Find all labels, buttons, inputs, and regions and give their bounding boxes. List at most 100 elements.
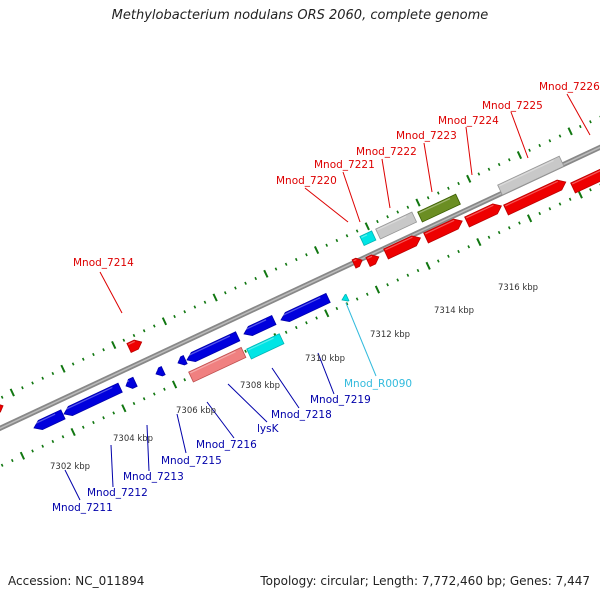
minor-tick (528, 148, 531, 152)
minor-tick (254, 276, 258, 281)
leader-line (146, 424, 150, 472)
gene-label-lysk[interactable]: lysK (257, 423, 280, 435)
gene-mnod-7220[interactable] (351, 256, 364, 269)
gene-label-mnod-7216[interactable]: Mnod_7216 (196, 439, 257, 451)
gene-label-mnod-7225[interactable]: Mnod_7225 (482, 100, 543, 112)
minor-tick (244, 281, 247, 285)
gene-mnod-7214[interactable] (126, 338, 144, 354)
gene-mnod-7218[interactable] (242, 314, 277, 338)
gene-label-mnod-7219[interactable]: Mnod_7219 (310, 394, 371, 406)
gene-mnod-7221[interactable] (365, 252, 381, 268)
gene-mnod-7219[interactable] (279, 292, 331, 324)
major-tick (60, 364, 66, 373)
minor-tick (152, 392, 156, 396)
gene-mnod-7222[interactable] (383, 233, 423, 260)
gene-label-mnod-7223[interactable]: Mnod_7223 (396, 130, 457, 142)
major-tick (111, 340, 117, 350)
gene-mnod-7213[interactable] (124, 376, 138, 390)
kbp-label: 7314 kbp (434, 306, 474, 316)
leader-line (99, 271, 123, 314)
gene-label-mnod-r0090[interactable]: Mnod_R0090 (344, 378, 412, 390)
minor-tick (132, 333, 136, 338)
gene-mnod-7216[interactable] (185, 331, 241, 365)
minor-tick (558, 134, 562, 138)
minor-tick (244, 349, 247, 353)
major-tick (70, 427, 76, 437)
gene-mnod-7226[interactable] (570, 166, 600, 194)
gene-left-red[interactable] (0, 402, 5, 415)
minor-tick (538, 211, 542, 216)
gene-label-mnod-7218[interactable]: Mnod_7218 (271, 409, 332, 421)
gene-cyan-upper[interactable] (359, 230, 377, 247)
minor-tick (416, 268, 420, 273)
minor-tick (426, 196, 430, 200)
major-tick (516, 150, 523, 160)
major-tick (9, 388, 15, 397)
minor-tick (41, 376, 45, 380)
gene-label-mnod-7222[interactable]: Mnod_7222 (356, 146, 417, 158)
gene-label-mnod-7211[interactable]: Mnod_7211 (52, 502, 113, 514)
gene-lysk[interactable] (188, 346, 247, 383)
gene-lysk-small[interactable] (176, 355, 188, 368)
leader-line (64, 469, 81, 501)
leader-line (566, 93, 591, 136)
major-tick (161, 317, 168, 326)
minor-tick (31, 449, 34, 453)
minor-tick (386, 215, 389, 219)
gene-label-mnod-7226[interactable]: Mnod_7226 (539, 81, 600, 93)
leader-line (176, 413, 187, 454)
gene-mnod-7223[interactable] (423, 216, 465, 244)
minor-tick (568, 197, 572, 201)
kbp-label: 7304 kbp (113, 434, 153, 444)
gene-label-mnod-7215[interactable]: Mnod_7215 (161, 455, 222, 467)
gene-label-mnod-7221[interactable]: Mnod_7221 (314, 159, 375, 171)
gene-label-mnod-7213[interactable]: Mnod_7213 (123, 471, 184, 483)
kbp-label: 7316 kbp (498, 283, 538, 293)
gene-mnod-7212[interactable] (62, 382, 123, 418)
minor-tick (578, 124, 582, 129)
major-tick (476, 237, 482, 247)
major-tick (171, 380, 178, 389)
minor-tick (447, 186, 450, 190)
leader-line (206, 401, 235, 439)
major-tick (121, 404, 127, 413)
gene-cyan-lower[interactable] (246, 333, 285, 360)
minor-tick (589, 120, 592, 124)
minor-tick (173, 314, 176, 319)
genome-summary: Topology: circular; Length: 7,772,460 bp… (260, 574, 590, 588)
gene-label-mnod-7214[interactable]: Mnod_7214 (73, 257, 134, 269)
gene-mnod-7224[interactable] (464, 201, 504, 228)
minor-tick (102, 416, 105, 420)
minor-tick (447, 254, 450, 258)
minor-tick (548, 139, 552, 143)
minor-tick (163, 387, 166, 391)
minor-tick (132, 401, 136, 406)
minor-tick (183, 310, 187, 314)
gene-label-mnod-7224[interactable]: Mnod_7224 (438, 115, 499, 127)
minor-tick (142, 397, 146, 401)
minor-tick (0, 395, 4, 399)
minor-tick (497, 230, 501, 235)
minor-tick (284, 330, 288, 334)
minor-tick (345, 234, 349, 238)
gene-olive[interactable] (417, 193, 461, 223)
gene-mnod-7211[interactable] (32, 409, 66, 433)
minor-tick (152, 324, 156, 328)
minor-tick (467, 245, 471, 249)
gene-mnod-7225[interactable] (503, 177, 568, 216)
minor-tick (92, 420, 95, 425)
accession: Accession: NC_011894 (8, 574, 145, 588)
minor-tick (396, 278, 400, 282)
gene-label-mnod-7220[interactable]: Mnod_7220 (276, 175, 337, 187)
minor-tick (365, 292, 369, 296)
gene-mnod-7215[interactable] (154, 366, 166, 379)
kbp-label: 7306 kbp (176, 406, 216, 416)
minor-tick (71, 362, 75, 366)
trna-mnod-r0090[interactable] (341, 293, 350, 303)
minor-tick (487, 235, 491, 239)
minor-tick (122, 338, 126, 342)
gene-gray-2[interactable] (497, 155, 565, 196)
gene-gray-1[interactable] (375, 211, 418, 240)
gene-label-mnod-7212[interactable]: Mnod_7212 (87, 487, 148, 499)
leader-line (345, 302, 377, 377)
